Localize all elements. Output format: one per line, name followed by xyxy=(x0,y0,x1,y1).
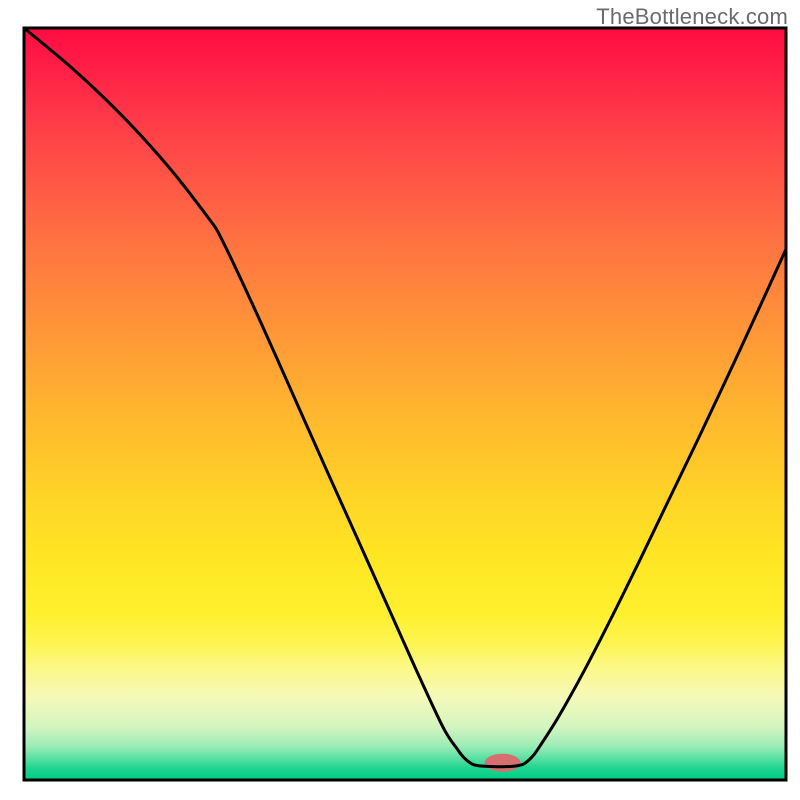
bottleneck-chart xyxy=(0,0,800,800)
optimal-marker xyxy=(485,754,521,772)
gradient-background xyxy=(24,28,786,780)
watermark-text: TheBottleneck.com xyxy=(596,4,788,30)
